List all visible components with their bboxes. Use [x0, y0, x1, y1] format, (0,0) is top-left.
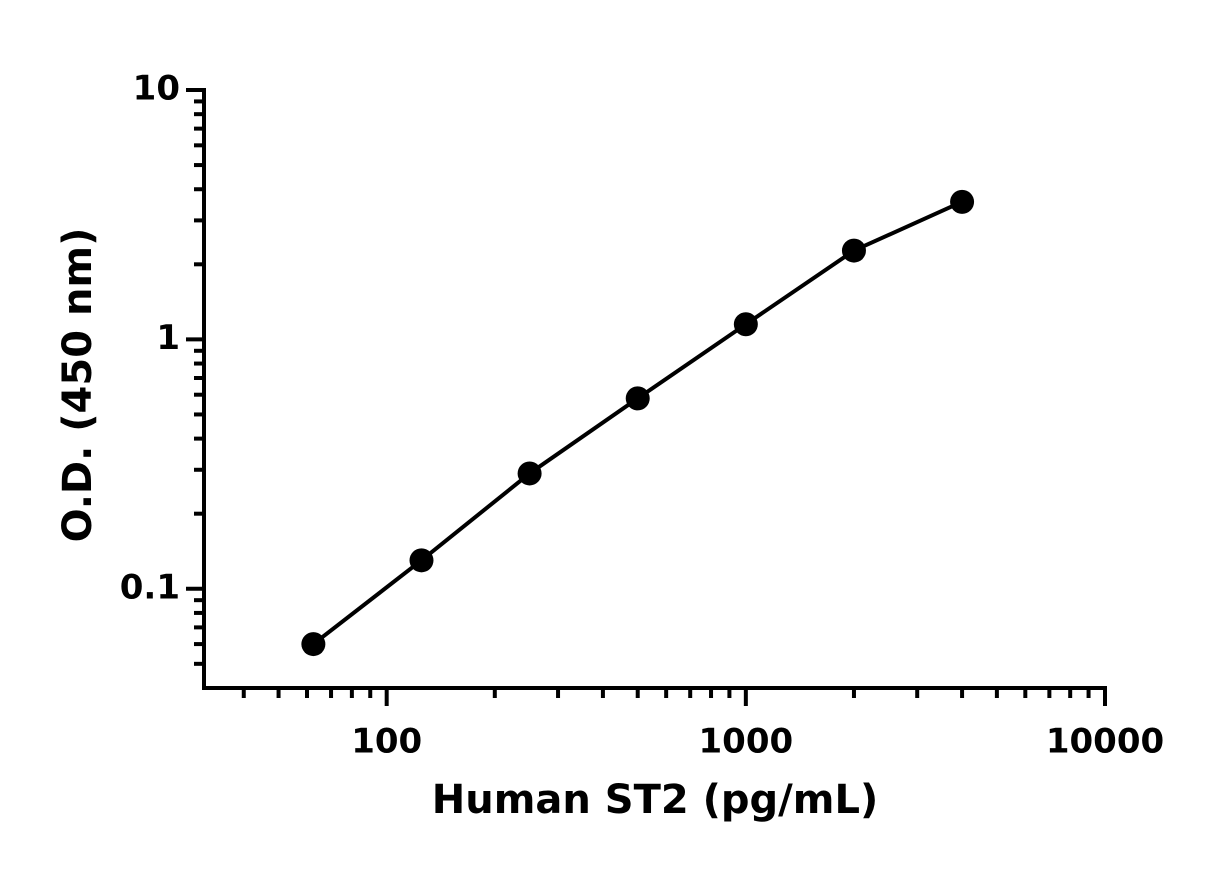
y-tick-label: 1 [156, 318, 180, 358]
data-point [950, 189, 975, 214]
data-point [841, 238, 866, 263]
data-point [409, 548, 434, 573]
data-point [517, 461, 542, 486]
data-point [733, 312, 758, 337]
y-axis-label: O.D. (450 nm) [55, 228, 101, 543]
y-tick-label: 10 [133, 69, 180, 109]
x-tick-label: 100 [351, 722, 422, 762]
fit-line [312, 200, 963, 646]
x-tick-label: 10000 [1046, 722, 1164, 762]
x-tick-label: 1000 [699, 722, 794, 762]
x-axis-label: Human ST2 (pg/mL) [432, 777, 878, 823]
data-point [625, 386, 650, 411]
y-tick-label: 0.1 [120, 567, 180, 607]
data-point [301, 632, 326, 657]
